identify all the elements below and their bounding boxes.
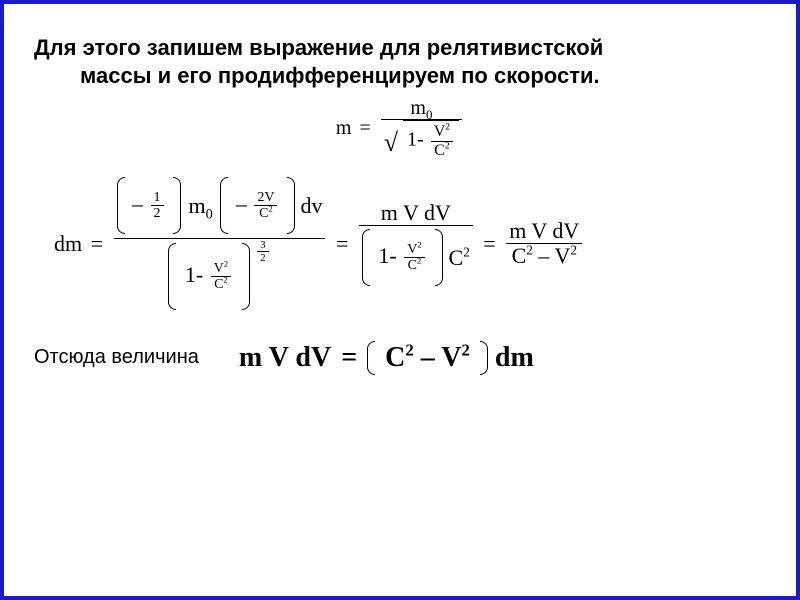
equals: = <box>333 231 351 257</box>
rparen-icon <box>287 177 295 234</box>
lparen-icon <box>168 243 176 310</box>
hence-label: Отсюда величина <box>34 346 199 369</box>
eq2-frac2: m V dV 1- V2 C2 C2 <box>359 201 473 286</box>
rparen-icon <box>242 243 250 310</box>
equals: = <box>356 117 373 140</box>
intro-line-1: Для этого запишем выражение для релятиви… <box>34 35 603 60</box>
eq1-m0: m <box>410 97 426 119</box>
eq1-lhs: m <box>336 117 352 140</box>
equals: = <box>338 342 360 374</box>
equals: = <box>480 231 498 257</box>
eq3-lhs: m V dV <box>239 342 331 374</box>
eq2-frac1: – 1 2 m0 – 2V C2 <box>114 177 326 310</box>
lparen-icon <box>367 341 375 375</box>
eq2-frac3: m V dV C2 – V2 <box>506 219 582 268</box>
equals: = <box>88 231 106 257</box>
eq2-2v-c2: 2V C2 <box>254 190 277 222</box>
lparen-icon <box>220 177 228 234</box>
equation-3: m V dV = C2 – V2 dm <box>239 340 534 375</box>
slide: Для этого запишем выражение для релятиви… <box>0 0 800 600</box>
lparen-icon <box>117 177 125 234</box>
eq2-frac2-inner: V2 C2 <box>404 242 424 274</box>
eq1-one-minus: 1- <box>407 129 424 151</box>
eq2-lhs: dm <box>54 231 82 257</box>
lparen-icon <box>362 229 370 286</box>
eq1-inner-frac: V2 C2 <box>431 123 453 159</box>
eq2-neg-half: 1 2 <box>151 190 164 222</box>
equation-3-row: Отсюда величина m V dV = C2 – V2 dm <box>34 340 766 375</box>
equation-1: m = m0 √ 1- V2 C2 <box>34 97 766 159</box>
eq2-pow-3-2: 3 2 <box>257 239 269 264</box>
formula-area: m = m0 √ 1- V2 C2 <box>34 97 766 375</box>
intro-text: Для этого запишем выражение для релятиви… <box>34 34 766 89</box>
equation-2: dm = – 1 2 m0 – <box>34 177 766 310</box>
eq1-sqrt: √ 1- V2 C2 <box>384 120 459 159</box>
rparen-icon <box>435 229 443 286</box>
rparen-icon <box>173 177 181 234</box>
intro-line-2: массы и его продифференцируем по скорост… <box>40 63 600 88</box>
eq2-den-frac: V2 C2 <box>211 261 231 293</box>
eq1-main-frac: m0 √ 1- V2 C2 <box>381 97 462 159</box>
eq3-rhs: dm <box>495 342 534 374</box>
rparen-icon <box>480 341 488 375</box>
